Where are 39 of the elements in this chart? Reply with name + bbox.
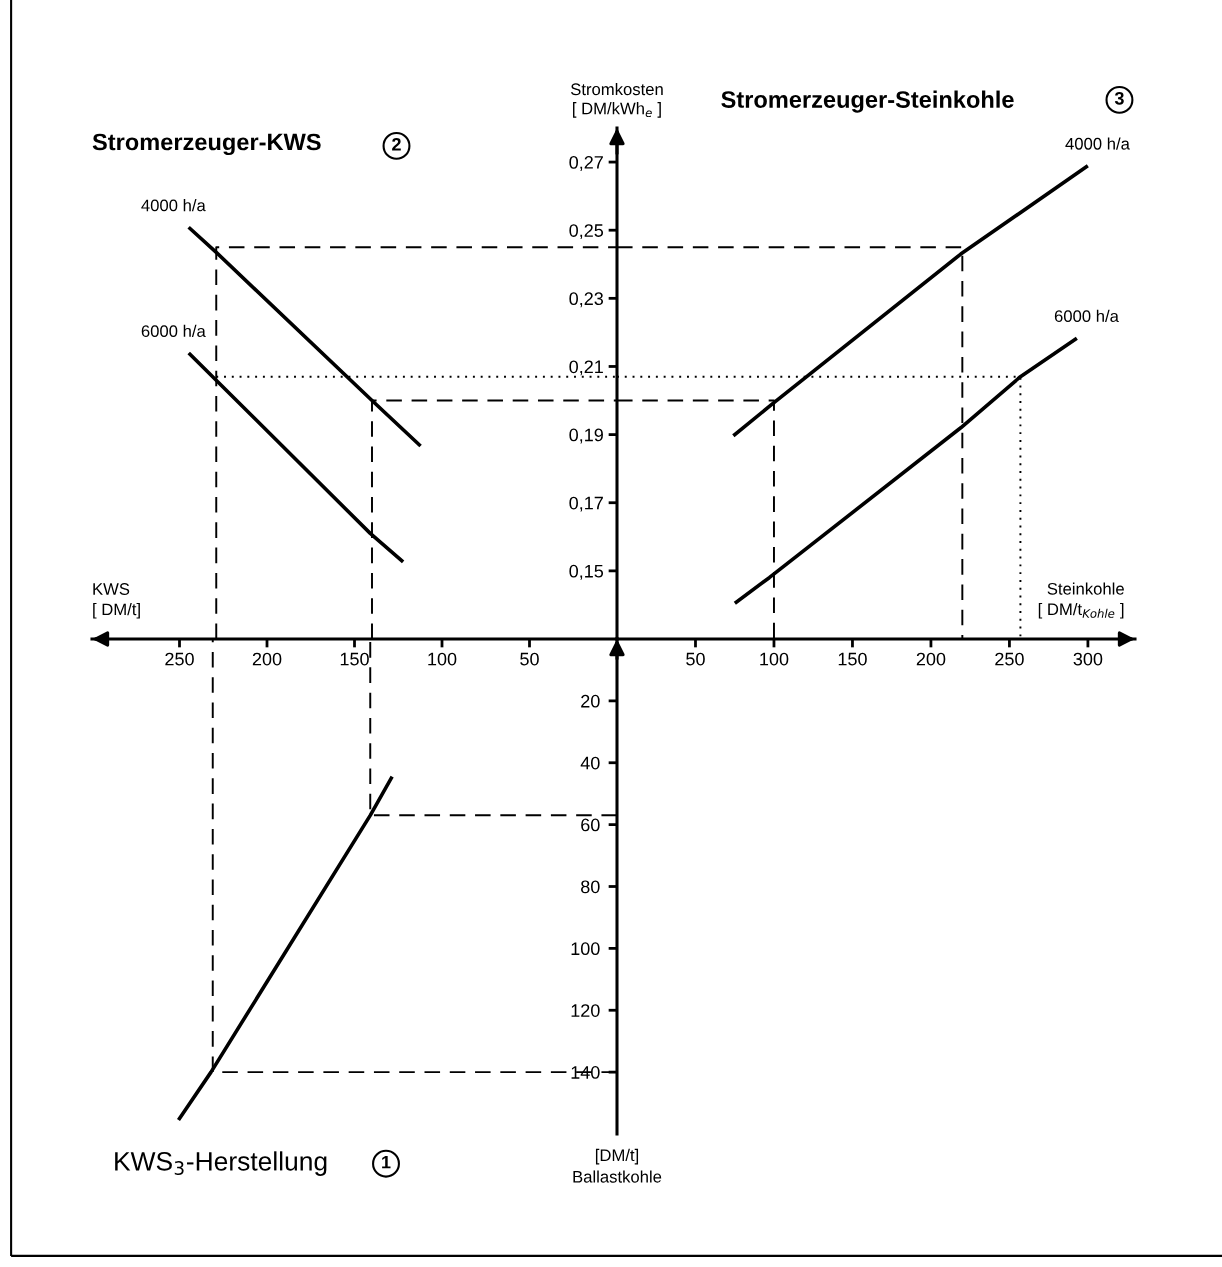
x-tick-label: 100 [428,652,457,666]
y-tick-label: 40 [580,756,600,770]
x-tick-label: 50 [686,652,705,666]
series-label: 4000 h/a [1065,137,1130,150]
y-tick-label: 20 [581,694,600,708]
y-tick-label: 120 [571,1004,600,1017]
series-label: 4000 h/a [141,199,206,212]
y-axis-title: Stromkosten [ DM/kWh$_{e}$ ] [570,82,663,118]
x-tick-label: 250 [995,652,1024,666]
series-label: 6000 h/a [141,324,206,338]
x-tick-label: 300 [1073,652,1103,666]
x-tick-label: 100 [760,652,789,666]
x-tick-label: 200 [252,652,282,666]
x-axis-title: Steinkohle [ DM/t$_{Kohle}$ ] [1038,582,1124,619]
y-tick-label: 0,21 [569,360,603,376]
y-tick-label: 140 [571,1066,600,1079]
y-tick-label: 100 [571,942,600,956]
text: 3 [1114,91,1124,105]
y-axis-title: [DM/t] Ballastkohle [573,1148,662,1183]
y-tick-label: 80 [581,880,600,894]
x-tick-label: 50 [520,652,539,666]
x-tick-label: 250 [165,652,194,666]
chart-title: Stromerzeuger-KWS [92,133,321,156]
x-axis-title: KWS [ DM/t] [93,583,140,619]
y-tick-label: 60 [581,818,600,832]
y-tick-label: 0,25 [569,224,604,240]
x-tick-label: 200 [916,652,946,666]
y-tick-label: 0,27 [569,156,603,171]
x-tick-label: 150 [838,652,867,666]
series-label: 6000 h/a [1054,309,1119,323]
y-tick-label: 0,23 [569,292,604,308]
text: KWS$_{3}$-Herstellung [115,1151,327,1176]
y-tick-label: 0,19 [569,428,603,444]
x-tick-label: 150 [340,652,369,666]
y-tick-label: 0,15 [569,564,604,580]
y-tick-label: 0,17 [569,496,603,512]
text: 1 [382,1155,391,1169]
annotation: 2 [392,137,401,151]
chart-title: Stromerzeuger-Steinkohle [721,90,1014,113]
